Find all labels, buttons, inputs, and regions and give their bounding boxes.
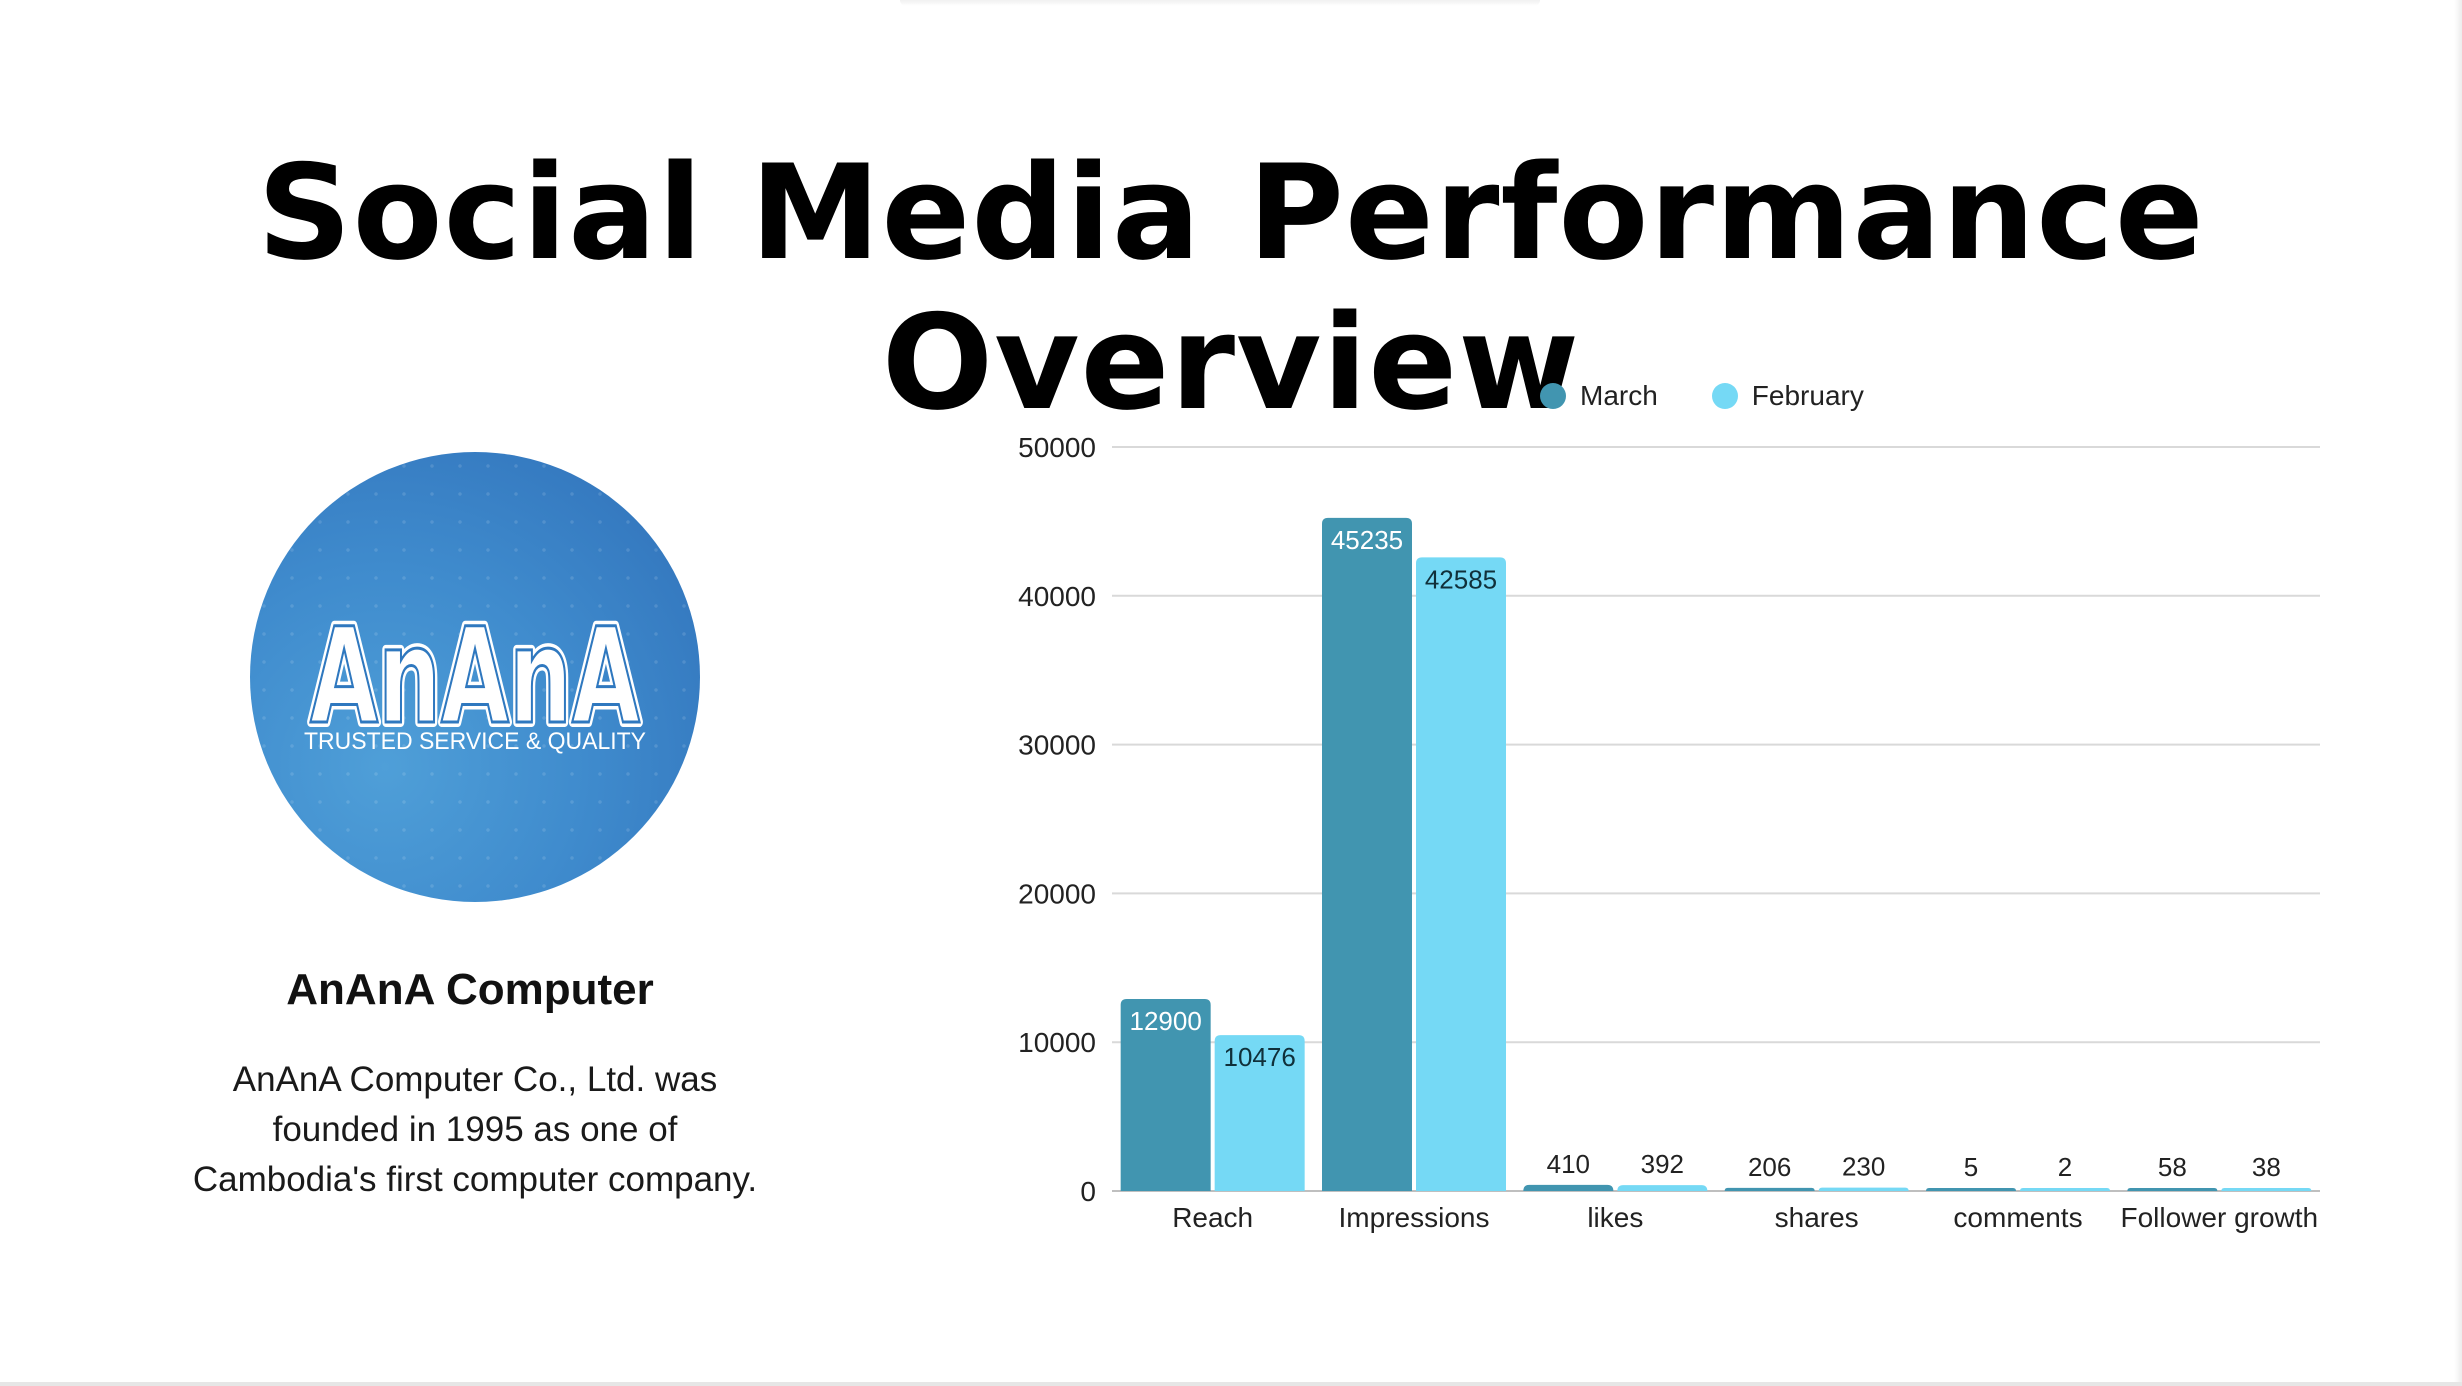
- data-label: 12900: [1130, 1006, 1202, 1036]
- bar-march-likes: [1523, 1184, 1614, 1191]
- data-label: 45235: [1331, 525, 1403, 555]
- legend-swatch-february: [1711, 383, 1738, 409]
- bar-february-impressions: [1416, 557, 1506, 1191]
- right-edge: [2454, 0, 2462, 1386]
- bar-march-shares: [1724, 1187, 1815, 1191]
- legend-label-february: February: [1751, 380, 1864, 411]
- bar-march-reach: [1120, 999, 1211, 1191]
- data-label: 38: [2252, 1152, 2281, 1182]
- data-label: 5: [1964, 1152, 1978, 1182]
- x-tick-label: Impressions: [1339, 1202, 1490, 1233]
- y-tick-label: 40000: [1018, 581, 1096, 612]
- legend-label-march: March: [1580, 380, 1658, 411]
- bar-february-reach: [1214, 1035, 1305, 1191]
- x-tick-label: shares: [1775, 1202, 1859, 1233]
- logo-tagline: TRUSTED SERVICE & QUALITY: [304, 728, 646, 755]
- bottom-edge: [0, 1382, 2462, 1386]
- page-title: Social Media Performance Overview: [257, 136, 2205, 439]
- bar-february-shares: [1818, 1187, 1909, 1191]
- top-shadow: [900, 0, 1540, 6]
- logo-texture: [250, 452, 700, 902]
- legend-item-march: March: [1540, 380, 1658, 412]
- legend-swatch-march: [1540, 383, 1566, 409]
- data-label: 58: [2158, 1152, 2187, 1182]
- company-logo: AnAnA AnAnA TRUSTED SERVICE & QUALITY: [250, 452, 700, 902]
- data-label: 392: [1641, 1149, 1684, 1179]
- x-tick-label: Reach: [1172, 1202, 1253, 1233]
- data-label: 206: [1748, 1152, 1791, 1182]
- y-tick-label: 50000: [1018, 432, 1096, 463]
- y-tick-label: 0: [1080, 1176, 1096, 1207]
- bar-february-comments: [2020, 1188, 2110, 1191]
- data-label: 230: [1842, 1152, 1885, 1182]
- y-tick-label: 30000: [1018, 730, 1096, 761]
- logo-wordmark-inner: AnAnA: [310, 600, 640, 754]
- data-label: 2: [2058, 1152, 2072, 1182]
- data-label: 42585: [1425, 564, 1497, 594]
- company-description: AnAnA Computer Co., Ltd. was founded in …: [192, 1060, 758, 1199]
- legend-item-february: February: [1711, 380, 1864, 412]
- y-tick-label: 20000: [1018, 878, 1096, 909]
- logo-wordmark: AnAnA: [310, 600, 640, 754]
- x-tick-label: comments: [1953, 1202, 2082, 1233]
- y-tick-label: 10000: [1018, 1027, 1096, 1058]
- bar-february-follower-growth: [2221, 1188, 2312, 1191]
- x-tick-label: likes: [1587, 1202, 1643, 1233]
- data-label: 10476: [1224, 1042, 1296, 1072]
- logo-emblem: AnAnA AnAnA TRUSTED SERVICE & QUALITY: [304, 595, 646, 759]
- bar-february-likes: [1617, 1185, 1708, 1191]
- bar-march-follower-growth: [2127, 1188, 2218, 1191]
- bar-march-impressions: [1322, 517, 1412, 1191]
- data-label: 410: [1547, 1149, 1590, 1179]
- x-tick-label: Follower growth: [2121, 1202, 2319, 1233]
- company-name: AnAnA Computer: [286, 965, 654, 1014]
- bar-march-comments: [1926, 1188, 2016, 1191]
- chart-legend: March February: [1540, 372, 1918, 420]
